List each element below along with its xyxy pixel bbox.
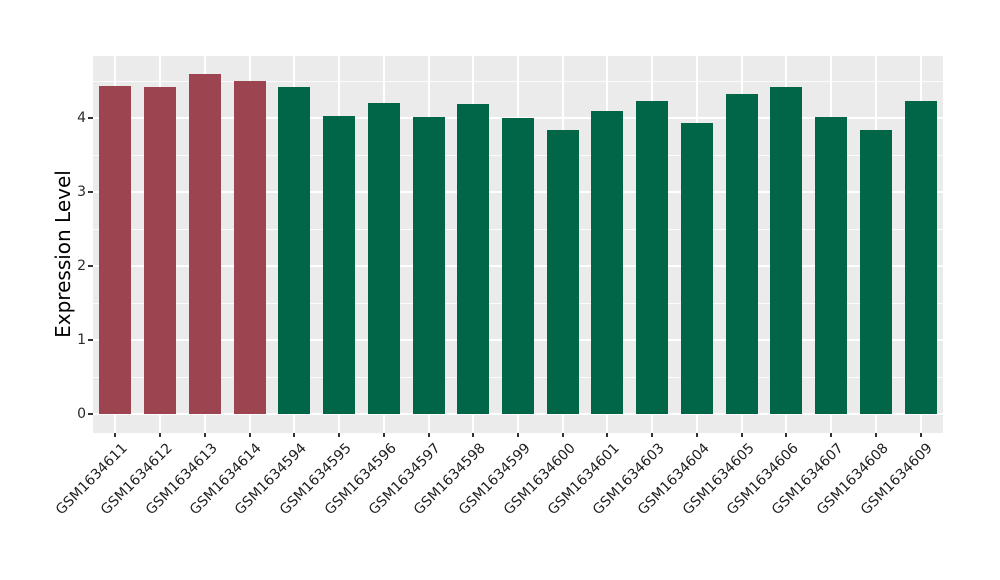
x-tick xyxy=(740,433,743,437)
bar xyxy=(188,74,221,414)
bar xyxy=(233,81,266,414)
x-tick xyxy=(919,433,922,437)
bar xyxy=(412,117,445,414)
y-tick xyxy=(88,339,93,341)
x-tick xyxy=(338,433,341,437)
x-tick xyxy=(203,433,206,437)
x-tick xyxy=(874,433,877,437)
x-tick xyxy=(159,433,162,437)
bar xyxy=(144,86,177,414)
x-tick xyxy=(606,433,609,437)
x-tick xyxy=(651,433,654,437)
plot-panel xyxy=(93,56,943,433)
bar xyxy=(725,94,758,414)
x-tick xyxy=(114,433,117,437)
y-tick-label: 4 xyxy=(77,110,86,126)
bar xyxy=(770,86,803,414)
bar xyxy=(457,103,490,414)
y-tick xyxy=(88,117,93,119)
bar xyxy=(502,118,534,414)
x-tick xyxy=(293,433,296,437)
bar xyxy=(546,129,579,414)
bar xyxy=(904,100,937,414)
y-tick xyxy=(88,413,93,415)
bar xyxy=(859,129,892,414)
bar xyxy=(636,100,669,414)
x-tick xyxy=(517,433,519,437)
y-tick-label: 3 xyxy=(77,184,86,200)
x-tick xyxy=(561,433,564,437)
x-tick xyxy=(427,433,430,437)
bar xyxy=(278,86,311,414)
x-tick xyxy=(472,433,475,437)
bar xyxy=(591,111,624,414)
bar xyxy=(99,86,132,414)
x-tick xyxy=(382,433,385,437)
y-tick-label: 1 xyxy=(77,332,86,348)
x-tick xyxy=(785,433,788,437)
bar xyxy=(367,103,400,414)
y-tick-label: 2 xyxy=(77,258,86,274)
y-tick-label: 0 xyxy=(77,406,86,422)
y-tick xyxy=(88,191,93,193)
bar xyxy=(815,117,848,414)
bar xyxy=(323,115,356,414)
y-tick xyxy=(88,265,93,267)
x-tick xyxy=(248,433,251,437)
x-tick xyxy=(695,433,698,437)
bar xyxy=(680,123,713,414)
x-tick xyxy=(830,433,833,437)
